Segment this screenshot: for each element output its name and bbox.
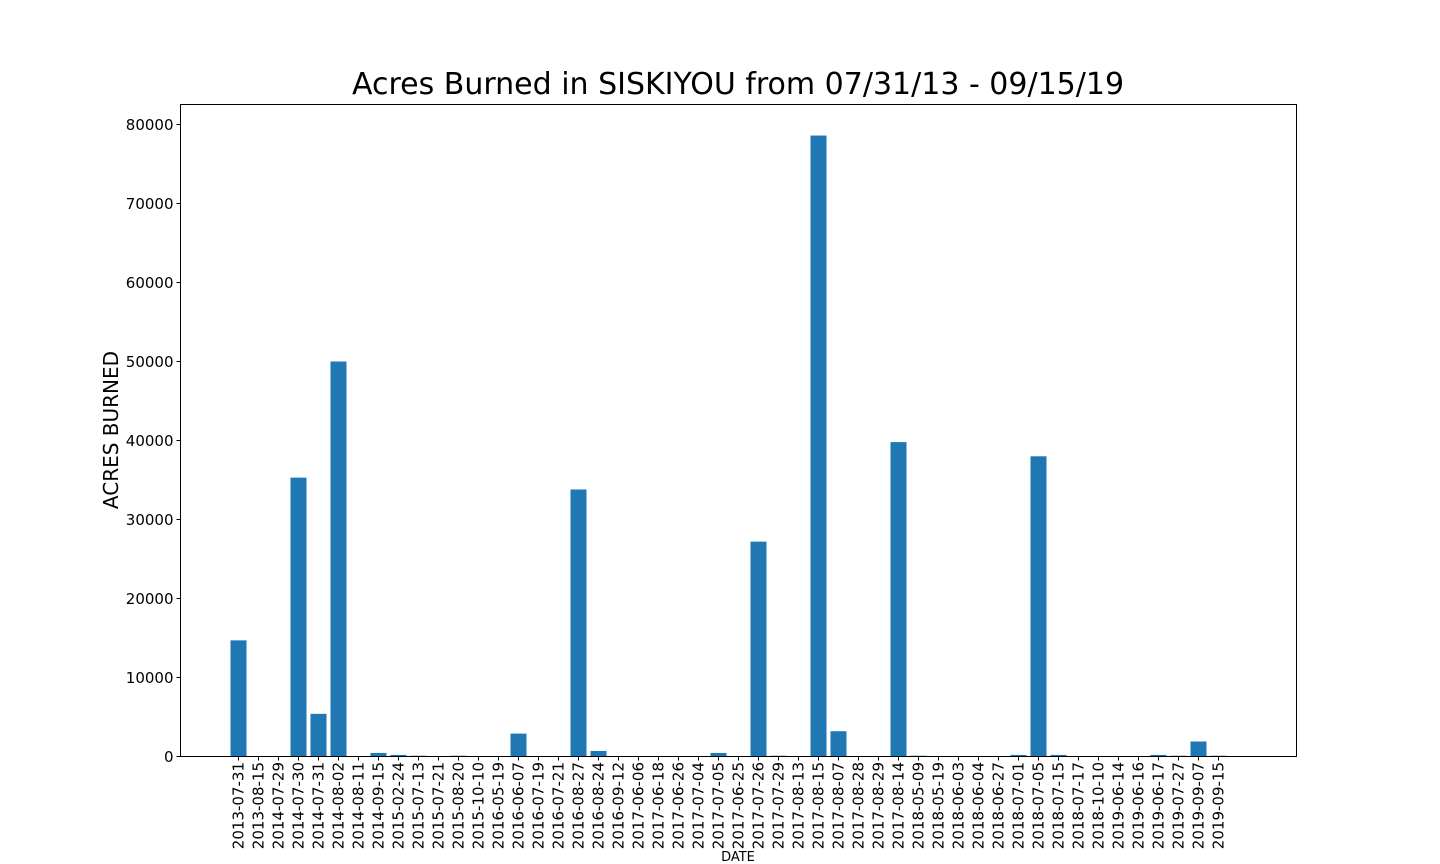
- bar-2016-08-27: [570, 489, 587, 757]
- bar-2014-09-15: [370, 752, 387, 757]
- x-tick-label: 2017-07-26: [750, 762, 768, 849]
- y-tick-label: 50000: [126, 353, 174, 371]
- x-tick-label: 2017-08-13: [790, 762, 808, 849]
- y-tick-label: 40000: [126, 432, 174, 450]
- bar-2017-08-14: [890, 442, 907, 757]
- y-tick-label: 10000: [126, 669, 174, 687]
- y-tick-label: 70000: [126, 195, 174, 213]
- bars-group: [230, 135, 1227, 757]
- bar-2014-07-31: [310, 713, 327, 757]
- x-tick-label: 2019-06-16: [1130, 762, 1148, 849]
- x-tick-label: 2018-07-01: [1010, 762, 1028, 849]
- x-tick-label: 2016-07-21: [550, 762, 568, 849]
- y-tick-label: 60000: [126, 274, 174, 292]
- bar-2018-07-05: [1030, 456, 1047, 757]
- bar-2019-09-07: [1190, 741, 1207, 757]
- bar-2016-08-24: [590, 750, 607, 757]
- plot-frame: [180, 104, 1297, 757]
- x-tick-label: 2014-08-02: [330, 762, 348, 849]
- x-tick-label: 2015-07-21: [430, 762, 448, 849]
- bar-2019-06-17: [1150, 754, 1167, 757]
- x-tick-label: 2017-06-26: [670, 762, 688, 849]
- x-tick-label: 2019-09-07: [1190, 762, 1208, 849]
- x-tick-label: 2019-06-17: [1150, 762, 1168, 849]
- bar-2013-07-31: [230, 640, 247, 757]
- bar-2016-06-07: [510, 733, 527, 757]
- x-tick-label: 2013-08-15: [250, 762, 268, 849]
- y-axis-ticks: 0 10000 20000 30000 40000 50000 60000 70000 8000…: [126, 116, 181, 766]
- x-tick-label: 2017-08-15: [810, 762, 828, 849]
- y-tick-label: 20000: [126, 590, 174, 608]
- x-tick-label: 2018-05-09: [910, 762, 928, 849]
- x-tick-label: 2018-06-27: [990, 762, 1008, 849]
- x-tick-label: 2017-07-05: [710, 762, 728, 849]
- bar-2017-07-26: [750, 541, 767, 757]
- x-tick-label: 2014-07-29: [270, 762, 288, 849]
- y-tick-label: 80000: [126, 116, 174, 134]
- bar-2014-07-30: [290, 477, 307, 757]
- y-tick-label: 0: [164, 748, 174, 766]
- x-tick-label: 2017-08-07: [830, 762, 848, 849]
- x-tick-label: 2017-07-29: [770, 762, 788, 849]
- x-tick-label: 2014-09-15: [370, 762, 388, 849]
- chart-title: Acres Burned in SISKIYOU from 07/31/13 -…: [352, 67, 1124, 102]
- y-tick-label: 30000: [126, 511, 174, 529]
- y-axis-label: ACRES BURNED: [99, 351, 123, 509]
- x-tick-label: 2018-06-04: [970, 762, 988, 849]
- x-tick-label: 2017-06-06: [630, 762, 648, 849]
- x-tick-label: 2018-06-03: [950, 762, 968, 849]
- x-tick-label: 2018-05-19: [930, 762, 948, 849]
- x-tick-label: 2013-07-31: [230, 762, 248, 849]
- x-tick-label: 2014-07-30: [290, 762, 308, 849]
- x-tick-label: 2015-02-24: [390, 762, 408, 849]
- x-tick-label: 2016-06-07: [510, 762, 528, 849]
- x-tick-label: 2018-07-15: [1050, 762, 1068, 849]
- bar-2017-07-05: [710, 752, 727, 757]
- bar-2015-02-24: [390, 754, 407, 757]
- x-tick-label: 2016-09-12: [610, 762, 628, 849]
- bar-2017-08-07: [830, 731, 847, 757]
- bar-2018-07-15: [1050, 754, 1067, 757]
- x-tick-label: 2016-08-24: [590, 762, 608, 849]
- x-tick-label: 2015-08-20: [450, 762, 468, 849]
- x-tick-label: 2016-07-19: [530, 762, 548, 849]
- x-tick-label: 2015-10-10: [470, 762, 488, 849]
- x-tick-label: 2018-07-05: [1030, 762, 1048, 849]
- bar-2014-08-02: [330, 361, 347, 757]
- x-tick-label: 2016-05-19: [490, 762, 508, 849]
- x-tick-label: 2014-07-31: [310, 762, 328, 849]
- x-tick-label: 2019-06-14: [1110, 762, 1128, 849]
- x-axis-ticks: 2013-07-31 2013-08-15 2014-07-29 2014-07-30…: [230, 756, 1228, 849]
- x-tick-label: 2018-07-17: [1070, 762, 1088, 849]
- x-tick-label: 2019-09-15: [1210, 762, 1228, 849]
- x-tick-label: 2016-08-27: [570, 762, 588, 849]
- bar-2018-07-01: [1010, 754, 1027, 757]
- x-tick-label: 2017-08-14: [890, 762, 908, 849]
- x-tick-label: 2017-06-18: [650, 762, 668, 849]
- x-tick-label: 2014-08-11: [350, 762, 368, 849]
- x-tick-label: 2017-08-29: [870, 762, 888, 849]
- x-axis-label: DATE: [721, 850, 755, 864]
- bar-2017-08-15: [810, 135, 827, 757]
- x-tick-label: 2017-08-28: [850, 762, 868, 849]
- x-tick-label: 2017-06-25: [730, 762, 748, 849]
- x-tick-label: 2015-07-13: [410, 762, 428, 849]
- x-tick-label: 2017-07-04: [690, 762, 708, 849]
- x-tick-label: 2018-10-10: [1090, 762, 1108, 849]
- x-tick-label: 2019-07-27: [1170, 762, 1188, 849]
